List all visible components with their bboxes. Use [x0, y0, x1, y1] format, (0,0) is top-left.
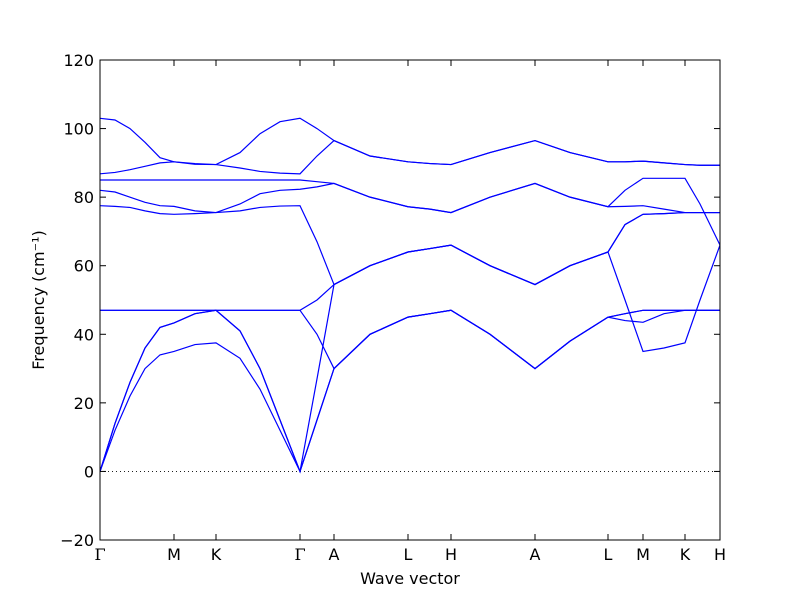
x-tick-label: M: [636, 545, 650, 564]
x-tick-label: A: [530, 545, 541, 564]
y-tick-label: 80: [74, 188, 94, 207]
x-tick-label: L: [404, 545, 413, 564]
x-tick-label: Γ: [294, 545, 305, 564]
y-tick-label: 100: [63, 120, 94, 139]
y-tick-label: 60: [74, 257, 94, 276]
y-tick-label: 20: [74, 394, 94, 413]
x-tick-label: H: [714, 545, 726, 564]
band-line: [99, 205, 720, 286]
y-axis-label: Frequency (cm⁻¹): [29, 230, 48, 369]
y-tick-label: −20: [60, 531, 94, 550]
x-tick-label: H: [445, 545, 457, 564]
x-tick-label: K: [680, 545, 691, 564]
x-tick-label: L: [604, 545, 613, 564]
band-line: [100, 177, 721, 246]
y-tick-label: 40: [74, 325, 94, 344]
y-tick-label: 0: [84, 462, 94, 481]
y-tick-label: 120: [63, 51, 94, 70]
x-tick-label: A: [329, 545, 340, 564]
band-line: [99, 117, 720, 166]
x-axis-label: Wave vector: [360, 569, 460, 588]
x-tick-label: M: [167, 545, 181, 564]
x-tick-label: K: [211, 545, 222, 564]
plot-frame: [99, 59, 721, 541]
x-tick-label: Γ: [94, 545, 105, 564]
